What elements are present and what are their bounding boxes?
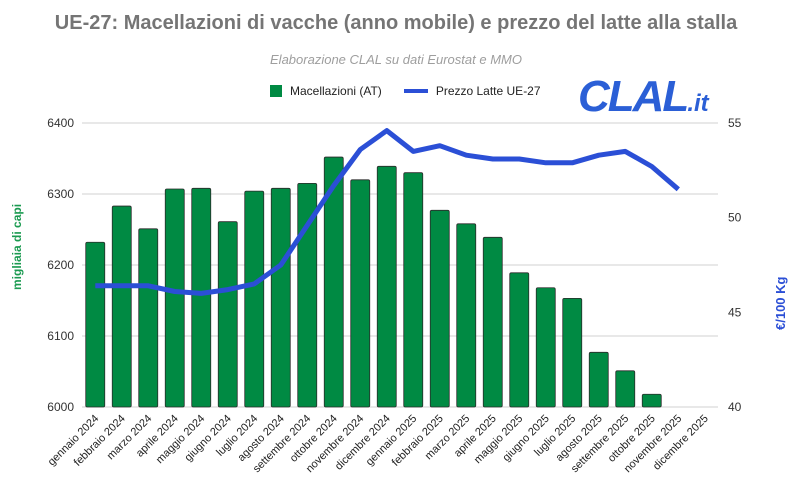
bar [191,187,212,408]
bar [509,272,530,408]
y-tick-right: 45 [728,305,742,319]
legend-swatch-bar [270,85,282,97]
bar [482,236,503,408]
chart-subtitle: Elaborazione CLAL su dati Eurostat e MMO [270,52,522,67]
legend-swatch-line [403,89,428,93]
bar [456,223,477,408]
bar [217,221,238,408]
bar [85,241,106,408]
clal-logo: CLAL.it [578,72,709,121]
bar [111,205,132,408]
bar [297,182,318,408]
y-tick-left: 6300 [47,187,74,201]
legend-label-bar: Macellazioni (AT) [290,84,382,98]
y-tick-left: 6000 [47,400,74,414]
price-line [95,128,680,296]
bar [350,179,371,408]
bar [164,188,185,408]
y-tick-left: 6200 [47,258,74,272]
bar [403,172,424,408]
y-tick-right: 40 [728,400,742,414]
legend: Macellazioni (AT) Prezzo Latte UE-27 [270,84,541,98]
bar [588,351,609,408]
bar [270,187,291,408]
bar [323,156,344,408]
chart-title: UE-27: Macellazioni di vacche (anno mobi… [54,12,738,34]
y-tick-left: 6400 [47,116,74,130]
bar [138,228,159,408]
bar [244,190,265,408]
bar [429,209,450,408]
legend-label-line: Prezzo Latte UE-27 [435,84,541,98]
bar [535,287,556,408]
y-tick-left: 6100 [47,329,74,343]
y-tick-right: 50 [728,211,742,225]
y-tick-right: 55 [728,116,742,130]
bar [641,393,662,408]
bar [562,297,583,408]
bar [376,165,397,408]
bar [615,370,636,408]
